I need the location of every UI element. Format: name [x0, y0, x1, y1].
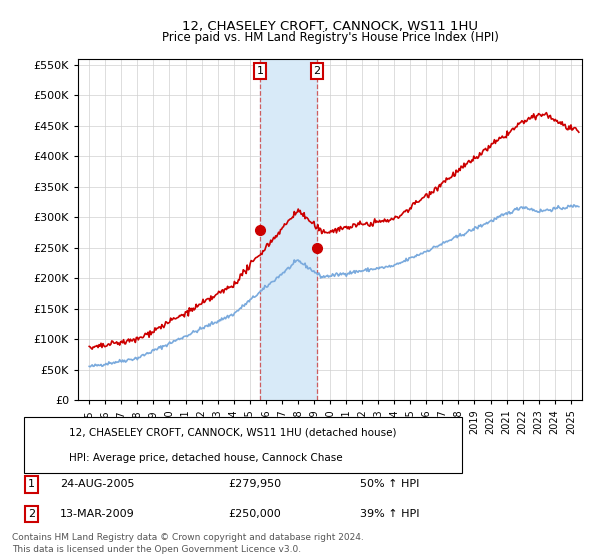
- Text: 2: 2: [28, 509, 35, 519]
- Text: £279,950: £279,950: [228, 479, 281, 489]
- Text: 12, CHASELEY CROFT, CANNOCK, WS11 1HU (detached house): 12, CHASELEY CROFT, CANNOCK, WS11 1HU (d…: [69, 428, 397, 438]
- Text: 13-MAR-2009: 13-MAR-2009: [60, 509, 135, 519]
- Text: HPI: Average price, detached house, Cannock Chase: HPI: Average price, detached house, Cann…: [69, 452, 343, 463]
- Text: Contains HM Land Registry data © Crown copyright and database right 2024.: Contains HM Land Registry data © Crown c…: [12, 533, 364, 542]
- Text: 50% ↑ HPI: 50% ↑ HPI: [360, 479, 419, 489]
- Text: Price paid vs. HM Land Registry's House Price Index (HPI): Price paid vs. HM Land Registry's House …: [161, 31, 499, 44]
- Text: 39% ↑ HPI: 39% ↑ HPI: [360, 509, 419, 519]
- Text: 1: 1: [28, 479, 35, 489]
- Bar: [260, 59, 317, 400]
- Text: 24-AUG-2005: 24-AUG-2005: [60, 479, 134, 489]
- Text: 1: 1: [257, 66, 263, 76]
- Text: This data is licensed under the Open Government Licence v3.0.: This data is licensed under the Open Gov…: [12, 545, 301, 554]
- Text: £250,000: £250,000: [228, 509, 281, 519]
- Text: 12, CHASELEY CROFT, CANNOCK, WS11 1HU: 12, CHASELEY CROFT, CANNOCK, WS11 1HU: [182, 20, 478, 32]
- Text: 2: 2: [314, 66, 321, 76]
